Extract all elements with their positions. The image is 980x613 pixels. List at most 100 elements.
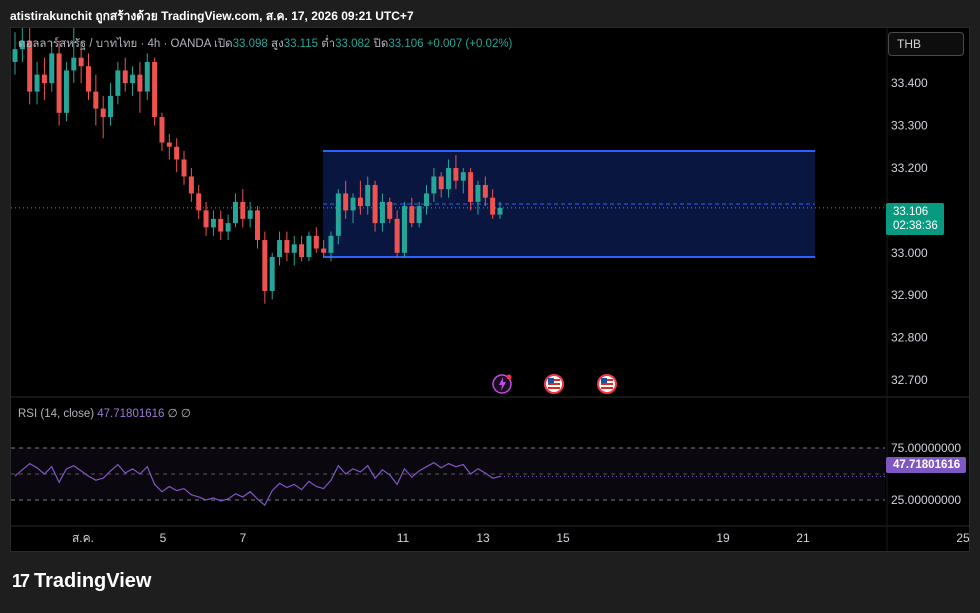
rsi-extra-1: ∅: [167, 408, 178, 420]
candle-body: [27, 40, 33, 92]
open-label: เปิด: [213, 38, 233, 50]
candle-body: [438, 176, 444, 190]
candle-body: [247, 210, 253, 219]
close-label: ปิด: [373, 38, 389, 50]
candle-body: [56, 53, 62, 113]
candle-body: [218, 218, 224, 232]
candle-body: [431, 176, 437, 194]
time-tick-label: 21: [796, 531, 810, 545]
candle-body: [49, 53, 55, 84]
candle-body: [262, 240, 268, 291]
currency-button[interactable]: THB: [888, 32, 964, 56]
symbol-name: ดอลลาร์สหรัฐ / บาทไทย · 4h · OANDA: [18, 38, 211, 50]
candle-body: [424, 193, 430, 207]
tradingview-brand: TradingView: [34, 570, 152, 592]
time-tick-label: ส.ค.: [72, 531, 94, 545]
rsi-extra-2: ∅: [180, 408, 191, 420]
candle-body: [269, 257, 275, 291]
flag-stripe: [548, 383, 560, 385]
time-tick-label: 25: [956, 531, 969, 545]
rsi-tick-label: 75.00000000: [891, 441, 961, 455]
candle-body: [210, 218, 216, 228]
candle-body: [41, 74, 47, 84]
bar-countdown: 02:38:36: [893, 220, 938, 232]
candle-body: [93, 91, 99, 109]
candle-body: [122, 70, 128, 84]
candle-body: [497, 207, 503, 215]
candle-body: [379, 201, 385, 224]
candle-body: [166, 142, 172, 147]
candle-body: [19, 40, 25, 50]
candle-body: [409, 206, 415, 224]
candle-body: [357, 197, 363, 207]
candle-body: [365, 184, 371, 207]
candle-body: [490, 197, 496, 215]
chart-caption: atistirakunchit ถูกสร้างด้วย TradingView…: [10, 9, 414, 23]
candle-body: [85, 66, 91, 92]
rsi-label: RSI (14, close): [18, 408, 95, 420]
candle-body: [63, 70, 69, 113]
candle-body: [306, 235, 312, 258]
candle-body: [453, 167, 459, 181]
time-tick-label: 15: [556, 531, 570, 545]
flag-stripe: [601, 387, 613, 389]
rsi-tick-label: 25.00000000: [891, 493, 961, 507]
rsi-value: 47.71801616: [97, 408, 165, 420]
candle-body: [130, 74, 136, 84]
candle-body: [100, 108, 106, 118]
candle-body: [196, 193, 202, 211]
candle-body: [240, 201, 246, 219]
candle-body: [460, 172, 466, 181]
candle-body: [181, 159, 187, 177]
candle-body: [152, 61, 158, 118]
flag-canton: [548, 378, 554, 383]
candle-body: [232, 201, 238, 224]
candle-body: [277, 240, 283, 258]
high-label: สูง: [271, 38, 284, 50]
candle-body: [78, 57, 84, 67]
price-tick-label: 32.800: [891, 331, 928, 345]
time-tick-label: 7: [240, 531, 247, 545]
candle-body: [159, 117, 165, 143]
open-value: 33.098: [232, 38, 268, 50]
price-tick-label: 32.900: [891, 288, 928, 302]
candle-body: [328, 235, 334, 253]
price-tick-label: 33.400: [891, 76, 928, 90]
candle-body: [401, 206, 407, 253]
candle-body: [343, 193, 349, 211]
flag-stripe: [548, 387, 560, 389]
candle-body: [108, 95, 114, 118]
candle-body: [174, 146, 180, 160]
candle-body: [416, 206, 422, 224]
low-value: 33.082: [335, 38, 371, 50]
candle-body: [203, 210, 209, 228]
candle-body: [482, 184, 488, 198]
price-tick-label: 33.200: [891, 161, 928, 175]
close-value: 33.106: [388, 38, 424, 50]
price-tick-label: 33.000: [891, 246, 928, 260]
change-value: +0.007 (+0.02%): [426, 38, 513, 50]
candle-body: [137, 74, 143, 92]
candle-body: [394, 218, 400, 253]
candle-body: [313, 235, 319, 249]
candle-body: [115, 70, 121, 96]
candle-body: [188, 176, 194, 194]
candle-body: [255, 210, 260, 241]
candle-body: [372, 184, 378, 224]
last-price: 33.106: [893, 206, 929, 218]
candle-body: [321, 248, 327, 253]
rsi-legend: RSI (14, close) 47.71801616 ∅ ∅: [18, 406, 191, 420]
notification-dot: [506, 374, 512, 380]
tradingview-logo[interactable]: 17 TradingView: [12, 570, 151, 593]
chart-canvas[interactable]: 33.40033.30033.20033.10033.00032.90032.8…: [11, 28, 969, 551]
time-tick-label: 19: [716, 531, 730, 545]
candle-body: [34, 74, 40, 92]
candle-body: [299, 244, 305, 258]
candle-body: [335, 193, 341, 236]
price-tick-label: 33.300: [891, 119, 928, 133]
low-label: ต่ำ: [321, 38, 336, 50]
time-tick-label: 5: [160, 531, 167, 545]
candle-body: [350, 197, 356, 211]
lightning-icon-glyph: [499, 377, 506, 391]
candle-body: [468, 172, 474, 202]
